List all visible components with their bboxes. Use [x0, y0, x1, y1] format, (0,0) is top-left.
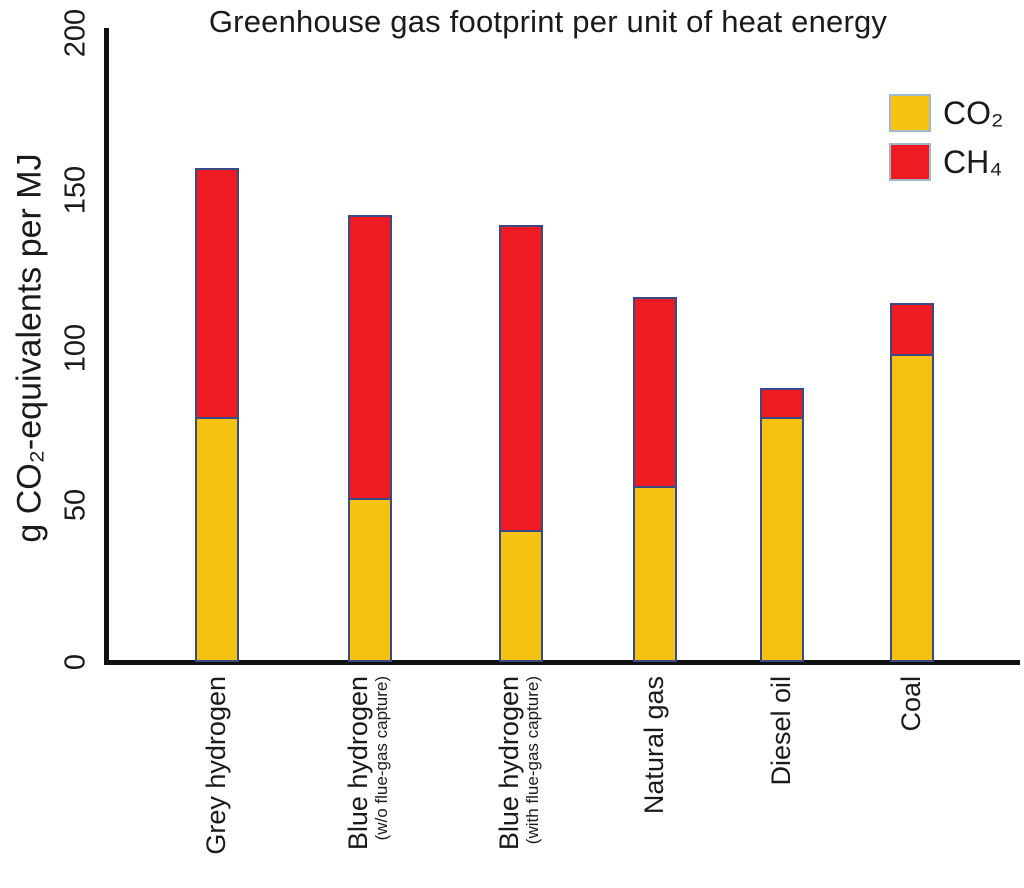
- y-axis-label: g CO₂-equivalents per MJ: [10, 153, 49, 543]
- legend-label-ch4: CH₄: [943, 143, 1003, 180]
- bar-blue-hydrogen-2-segment-co2: [350, 500, 390, 660]
- bar-grey-hydrogen-segment-co2: [197, 418, 237, 660]
- x-label-coal-main: Coal: [896, 676, 926, 732]
- x-label-natural-gas-main: Natural gas: [639, 676, 669, 815]
- bar-diesel-oil: [760, 388, 804, 662]
- legend-swatch-ch4-icon: [889, 143, 931, 181]
- x-axis-line: [104, 660, 1020, 665]
- bar-blue-hydrogen-2-segment-ch4: [350, 217, 390, 501]
- x-label-blue-hydrogen-2-sub: (w/o flue-gas capture): [372, 676, 392, 841]
- bar-coal-segment-co2: [892, 355, 932, 660]
- y-tick-label-0: 0: [59, 653, 92, 671]
- bar-natural-gas-segment-co2: [635, 487, 675, 660]
- x-label-blue-hydrogen-3-sub: (with flue-gas capture): [523, 676, 543, 845]
- y-tick-label-50: 50: [59, 488, 92, 521]
- legend-item-ch4: CH₄: [889, 143, 1003, 181]
- y-tick-label-150: 150: [59, 166, 92, 215]
- legend-swatch-co2-icon: [889, 94, 931, 132]
- bar-blue-hydrogen-3-segment-ch4: [501, 226, 541, 532]
- x-label-blue-hydrogen-2: Blue hydrogen (w/o flue-gas capture): [343, 676, 392, 872]
- chart-title: Greenhouse gas footprint per unit of hea…: [208, 4, 888, 39]
- x-label-blue-hydrogen-3-main: Blue hydrogen: [494, 676, 524, 851]
- bar-grey-hydrogen: [195, 168, 239, 662]
- bar-blue-hydrogen-3-segment-co2: [501, 531, 541, 660]
- legend-item-co2: CO₂: [889, 94, 1003, 132]
- bar-diesel-oil-segment-ch4: [762, 390, 802, 419]
- x-label-grey-hydrogen-main: Grey hydrogen: [201, 676, 231, 855]
- legend-label-co2: CO₂: [943, 94, 1004, 131]
- x-label-grey-hydrogen: Grey hydrogen: [201, 676, 231, 872]
- x-label-diesel-oil: Diesel oil: [766, 676, 796, 872]
- y-tick-label-200: 200: [59, 8, 92, 58]
- x-label-diesel-oil-main: Diesel oil: [766, 676, 796, 786]
- x-label-coal: Coal: [896, 676, 926, 872]
- bar-blue-hydrogen-3: [499, 224, 543, 662]
- bar-blue-hydrogen-2: [348, 215, 392, 662]
- x-label-blue-hydrogen-2-main: Blue hydrogen: [343, 676, 373, 851]
- bar-coal: [890, 303, 934, 662]
- bar-natural-gas-segment-ch4: [635, 299, 675, 488]
- x-label-blue-hydrogen-3: Blue hydrogen (with flue-gas capture): [494, 676, 543, 872]
- y-axis-line: [104, 28, 109, 665]
- x-label-natural-gas: Natural gas: [639, 676, 669, 872]
- y-tick-label-100: 100: [59, 323, 92, 372]
- bar-natural-gas: [633, 297, 677, 662]
- bar-grey-hydrogen-segment-ch4: [197, 170, 237, 419]
- bar-coal-segment-ch4: [892, 305, 932, 356]
- legend: CO₂ CH₄: [889, 94, 1003, 181]
- bar-diesel-oil-segment-co2: [762, 418, 802, 660]
